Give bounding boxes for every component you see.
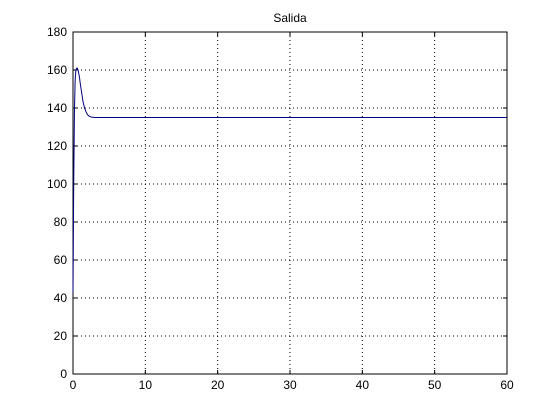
x-tick-label: 30 [283, 378, 297, 392]
y-tick-label: 0 [60, 367, 67, 381]
y-tick-label: 40 [54, 291, 68, 305]
grid [73, 32, 507, 374]
series-line-0 [72, 67, 507, 293]
y-tick-label: 120 [47, 139, 67, 153]
y-tick-label: 180 [47, 25, 67, 39]
y-tick-label: 160 [47, 63, 67, 77]
axes-box [72, 31, 508, 375]
x-tick-label: 20 [211, 378, 225, 392]
x-tick-label: 0 [70, 378, 77, 392]
series [72, 67, 507, 293]
x-tick-label: 10 [139, 378, 153, 392]
y-tick-label: 100 [47, 177, 67, 191]
tick-labels: 0 10 20 30 40 50 60 0 20 40 60 80 100 120 140 160 180 [47, 25, 514, 392]
x-tick-label: 40 [356, 378, 370, 392]
x-tick-label: 50 [428, 378, 442, 392]
y-tick-label: 80 [54, 215, 68, 229]
x-tick-label: 60 [500, 378, 514, 392]
y-tick-label: 140 [47, 101, 67, 115]
ticks [72, 31, 508, 375]
chart-title: Salida [273, 11, 307, 25]
y-tick-label: 20 [54, 329, 68, 343]
y-tick-label: 60 [54, 253, 68, 267]
